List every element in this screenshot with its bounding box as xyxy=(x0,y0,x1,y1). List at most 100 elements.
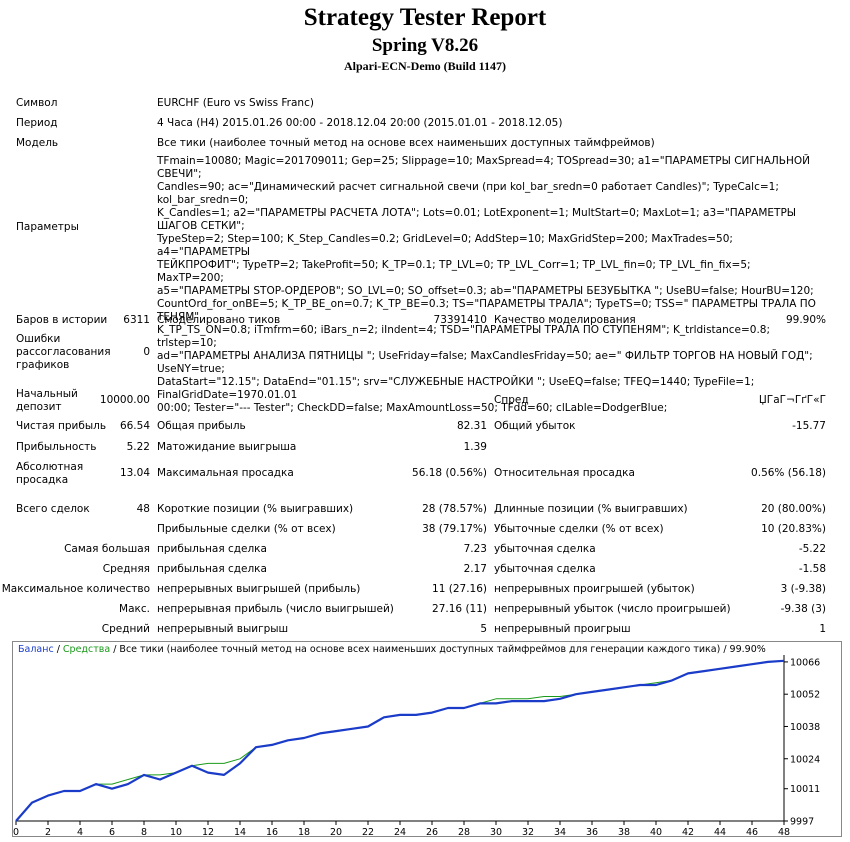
spread-value: ЏГаГ¬ГґГ«Г xyxy=(758,394,826,406)
largest-profit-value: 7.23 xyxy=(463,543,487,555)
profit-trades-label: Прибыльные сделки (% от всех) xyxy=(157,523,336,535)
short-positions-value: 28 (78.57%) xyxy=(422,503,487,515)
x-tick-label: 36 xyxy=(586,827,598,837)
abs-drawdown-label: Абсолютная просадка xyxy=(16,461,83,487)
legend-equity: Средства xyxy=(62,644,111,655)
y-tick-label: 10052 xyxy=(790,690,820,701)
legend-balance: Баланс xyxy=(18,644,54,655)
chart-frame xyxy=(12,641,842,837)
ticks-label: Смоделировано тиков xyxy=(157,314,281,326)
errors-value: 0 xyxy=(143,346,150,358)
net-profit-label: Чистая прибыль xyxy=(16,420,107,432)
avg-cons-wins-label: непрерывный выигрыш xyxy=(157,623,289,635)
average-loss-value: -1.58 xyxy=(798,563,826,575)
x-tick-label: 2 xyxy=(45,827,51,837)
max-cons-loss-label: непрерывный убыток (число проигрышей) xyxy=(494,603,731,615)
x-tick-label: 28 xyxy=(458,827,470,837)
quality-value: 99.90% xyxy=(785,314,826,326)
legend-description: / Все тики (наиболее точный метод на осн… xyxy=(110,644,766,655)
params-line: CountOrd_for_onBE=5; K_TP_BE_on=0.7; K_T… xyxy=(157,298,816,323)
deposit-label: Начальный депозит xyxy=(16,388,78,414)
params-label: Параметры xyxy=(16,221,79,233)
expected-payoff-value: 1.39 xyxy=(463,441,487,453)
legend-separator: / xyxy=(53,644,63,655)
x-tick-label: 14 xyxy=(234,827,246,837)
y-tick-label: 10038 xyxy=(790,722,820,733)
y-tick-label: 10024 xyxy=(790,754,820,765)
x-tick-label: 26 xyxy=(426,827,438,837)
period-value: 4 Часа (H4) 2015.01.26 00:00 - 2018.12.0… xyxy=(157,117,563,129)
x-tick-label: 10 xyxy=(170,827,182,837)
max-cons-loss-value: -9.38 (3) xyxy=(780,603,826,615)
x-tick-label: 38 xyxy=(618,827,630,837)
largest-loss-value: -5.22 xyxy=(798,543,826,555)
x-tick-label: 20 xyxy=(330,827,342,837)
x-tick-label: 4 xyxy=(77,827,83,837)
profit-factor-value: 5.22 xyxy=(126,441,150,453)
params-line: Candles=90; ac="Динамический расчет сигн… xyxy=(157,181,779,206)
largest-loss-label: убыточная сделка xyxy=(494,543,596,555)
average-loss-label: убыточная сделка xyxy=(494,563,596,575)
average-profit-label: прибыльная сделка xyxy=(157,563,267,575)
params-line: TFmain=10080; Magic=201709011; Gep=25; S… xyxy=(157,155,811,180)
rel-drawdown-value: 0.56% (56.18) xyxy=(751,467,826,479)
deposit-value: 10000.00 xyxy=(99,394,150,406)
x-tick-label: 32 xyxy=(522,827,534,837)
x-tick-label: 46 xyxy=(746,827,758,837)
abs-drawdown-label-line: просадка xyxy=(16,474,69,486)
params-line: DataStart="12.15"; DataEnd="01.15"; srv=… xyxy=(157,376,755,401)
y-tick-label: 9997 xyxy=(790,817,814,828)
server-name: Alpari-ECN-Demo (Build 1147) xyxy=(344,59,506,73)
params-line: K_Candles=1; a2="ПАРАМЕТРЫ РАСЧЕТА ЛОТА"… xyxy=(157,207,797,232)
errors-label-line: рассогласования xyxy=(16,346,111,358)
max-drawdown-label: Максимальная просадка xyxy=(157,467,294,479)
errors-label-line: графиков xyxy=(16,359,70,371)
params-line: ТЕЙКПРОФИТ"; TypeTP=2; TakeProfit=50; K_… xyxy=(157,259,751,284)
abs-drawdown-value: 13.04 xyxy=(119,467,150,479)
report-title: Strategy Tester Report xyxy=(303,4,547,31)
loss-trades-label: Убыточные сделки (% от всех) xyxy=(494,523,664,535)
avg-cons-losses-label: непрерывный проигрыш xyxy=(494,623,631,635)
x-tick-label: 8 xyxy=(141,827,147,837)
avg-cons-wins-value: 5 xyxy=(480,623,487,635)
balance-chart: 0 2 4 6 8 10 12 14 16 18 20 22 24 26 28 30 32 34 36 38 40 42 4… xyxy=(12,641,842,838)
long-positions-label: Длинные позиции (% выигравших) xyxy=(494,503,688,515)
x-tick-label: 22 xyxy=(362,827,374,837)
ticks-value: 73391410 xyxy=(433,314,487,326)
avg-cons-losses-value: 1 xyxy=(819,623,826,635)
gross-profit-value: 82.31 xyxy=(456,420,487,432)
chart-legend: Баланс / Средства / Все тики (наиболее т… xyxy=(18,644,766,655)
params-line: a5="ПАРАМЕТРЫ STOP-ОРДЕРОВ"; SO_LVL=0; S… xyxy=(157,285,814,297)
max-label: Макс. xyxy=(119,603,150,615)
gross-loss-label: Общий убыток xyxy=(494,420,576,432)
errors-label-line: Ошибки xyxy=(16,333,61,345)
x-tick-label: 34 xyxy=(554,827,566,837)
max-cons-wins-label: непрерывных выигрышей (прибыль) xyxy=(157,583,361,595)
abs-drawdown-label-line: Абсолютная xyxy=(16,461,84,473)
x-tick-label: 30 xyxy=(490,827,502,837)
x-tick-label: 16 xyxy=(266,827,278,837)
symbol-label: Символ xyxy=(16,97,58,109)
gross-profit-label: Общая прибыль xyxy=(157,420,246,432)
errors-label: Ошибки рассогласования графиков xyxy=(16,333,111,372)
bars-label: Баров в истории xyxy=(16,314,108,326)
x-tick-label: 24 xyxy=(394,827,406,837)
max-cons-losses-value: 3 (-9.38) xyxy=(780,583,826,595)
symbol-value: EURCHF (Euro vs Swiss Franc) xyxy=(157,97,314,109)
x-tick-label: 48 xyxy=(778,827,790,837)
params-text: TFmain=10080; Magic=201709011; Gep=25; S… xyxy=(157,155,817,415)
params-line: 00:00; Tester="--- Tester"; CheckDD=fals… xyxy=(157,402,668,414)
profit-trades-value: 38 (79.17%) xyxy=(422,523,487,535)
model-label: Модель xyxy=(16,137,59,149)
max-cons-losses-label: непрерывных проигрышей (убыток) xyxy=(494,583,695,595)
profit-factor-label: Прибыльность xyxy=(16,441,97,453)
largest-profit-label: прибыльная сделка xyxy=(157,543,267,555)
x-tick-label: 0 xyxy=(13,827,19,837)
short-positions-label: Короткие позиции (% выигравших) xyxy=(157,503,354,515)
spread-label: Спред xyxy=(494,394,529,406)
ea-name: Spring V8.26 xyxy=(371,35,479,56)
total-trades-value: 48 xyxy=(136,503,150,515)
largest-label: Самая большая xyxy=(64,543,150,555)
max-drawdown-value: 56.18 (0.56%) xyxy=(412,467,487,479)
x-tick-label: 18 xyxy=(298,827,310,837)
